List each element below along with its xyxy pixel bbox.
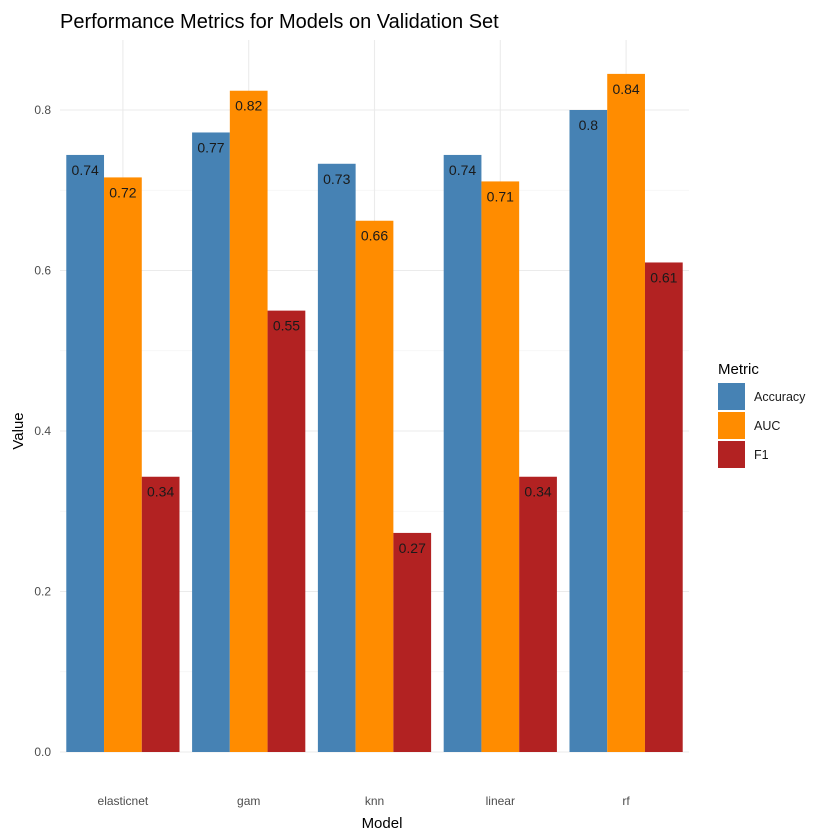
x-axis-title: Model bbox=[362, 815, 403, 832]
y-tick-label: 0.6 bbox=[34, 264, 51, 278]
bar-value-label: 0.72 bbox=[109, 184, 136, 200]
legend-key-accuracy bbox=[718, 383, 745, 410]
bar-accuracy-linear bbox=[443, 154, 482, 752]
y-axis-title: Value bbox=[10, 412, 27, 449]
x-tick-label: elasticnet bbox=[98, 794, 149, 808]
x-tick-label: gam bbox=[237, 794, 260, 808]
legend-key-auc bbox=[718, 412, 745, 439]
legend-key-f1 bbox=[718, 441, 745, 468]
bar-f1-elasticnet bbox=[141, 476, 180, 752]
bar-value-label: 0.27 bbox=[399, 540, 426, 556]
bar-accuracy-knn bbox=[317, 163, 356, 752]
bar-auc-knn bbox=[355, 220, 394, 752]
bar-f1-rf bbox=[644, 262, 683, 752]
bar-accuracy-gam bbox=[192, 132, 230, 753]
bar-auc-linear bbox=[481, 181, 520, 753]
bar-f1-gam bbox=[267, 310, 306, 752]
bar-value-label: 0.71 bbox=[487, 188, 514, 204]
bar-value-label: 0.84 bbox=[612, 81, 639, 97]
x-axis-ticks: elasticnet gam knn linear rf bbox=[98, 794, 631, 808]
x-tick-label: rf bbox=[622, 794, 630, 808]
bar-value-label: 0.66 bbox=[361, 228, 388, 244]
bar-f1-knn bbox=[393, 532, 432, 752]
legend-label: AUC bbox=[754, 419, 780, 433]
y-tick-label: 0.0 bbox=[34, 745, 51, 759]
bar-value-label: 0.34 bbox=[147, 484, 174, 500]
bar-value-label: 0.55 bbox=[273, 318, 300, 334]
legend-label: F1 bbox=[754, 448, 769, 462]
bar-auc-rf bbox=[607, 73, 645, 752]
legend: Metric Accuracy AUC F1 bbox=[718, 361, 806, 468]
bar-auc-elasticnet bbox=[104, 177, 142, 752]
bar-value-label: 0.61 bbox=[650, 269, 677, 285]
bar-value-label: 0.34 bbox=[524, 484, 551, 500]
bar-value-label: 0.73 bbox=[323, 171, 350, 187]
y-tick-label: 0.2 bbox=[34, 585, 51, 599]
bar-labels: 0.74 0.72 0.34 0.77 0.82 0.55 0.73 0.66 0.27 0.74… bbox=[72, 81, 678, 556]
bar-value-label: 0.82 bbox=[235, 98, 262, 114]
y-axis-ticks: 0.0 0.2 0.4 0.6 0.8 bbox=[34, 103, 51, 759]
y-tick-label: 0.4 bbox=[34, 424, 51, 438]
bar-accuracy-elasticnet bbox=[66, 154, 105, 752]
legend-label: Accuracy bbox=[754, 390, 806, 404]
bar-auc-gam bbox=[229, 90, 268, 753]
bars bbox=[66, 73, 683, 753]
bar-value-label: 0.8 bbox=[579, 117, 599, 133]
bar-value-label: 0.74 bbox=[72, 162, 99, 178]
y-tick-label: 0.8 bbox=[34, 103, 51, 117]
bar-value-label: 0.77 bbox=[197, 139, 224, 155]
x-tick-label: knn bbox=[365, 794, 384, 808]
bar-accuracy-rf bbox=[569, 110, 608, 752]
bar-f1-linear bbox=[519, 476, 557, 752]
legend-title: Metric bbox=[718, 361, 759, 378]
x-tick-label: linear bbox=[486, 794, 515, 808]
bar-value-label: 0.74 bbox=[449, 162, 476, 178]
chart-title: Performance Metrics for Models on Valida… bbox=[60, 11, 499, 33]
